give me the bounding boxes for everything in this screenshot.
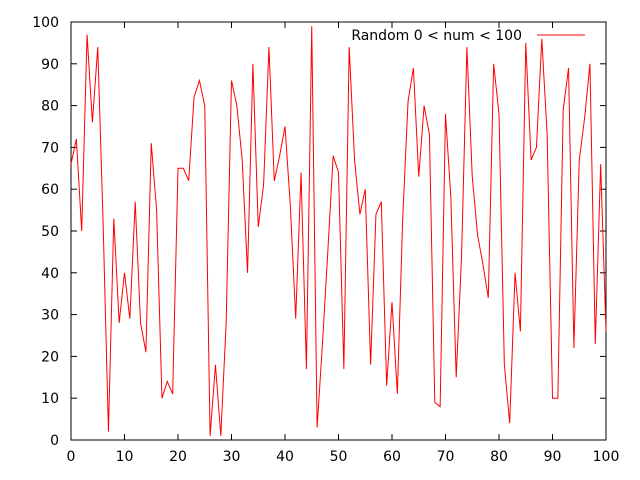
x-tick-label: 30 (223, 449, 241, 465)
y-tick-label: 50 (41, 224, 59, 240)
y-tick-label: 20 (41, 349, 59, 365)
y-tick-label: 70 (41, 140, 59, 156)
legend: Random 0 < num < 100 (351, 28, 585, 44)
plot-area: 0 10 20 30 40 50 60 70 80 90 100 0 10 20 30 40 50 60 70 80… (32, 15, 619, 465)
y-tick-label: 60 (41, 182, 59, 198)
x-tick-label: 70 (437, 449, 455, 465)
y-tick-label: 80 (41, 99, 59, 115)
series-layer (70, 26, 607, 436)
axis-ticks (70, 21, 607, 441)
x-tick-label: 80 (490, 449, 508, 465)
legend-label: Random 0 < num < 100 (351, 28, 522, 44)
x-tick-label: 40 (276, 449, 294, 465)
series-line (70, 26, 607, 436)
x-tick-label: 10 (116, 449, 134, 465)
x-tick-label: 20 (169, 449, 187, 465)
x-axis-tick-labels: 0 10 20 30 40 50 60 70 80 90 100 (67, 449, 620, 465)
y-tick-label: 100 (32, 15, 59, 31)
y-axis-tick-labels: 0 10 20 30 40 50 60 70 80 90 100 (32, 15, 59, 449)
y-tick-label: 90 (41, 57, 59, 73)
x-tick-label: 60 (383, 449, 401, 465)
y-tick-label: 0 (50, 433, 59, 449)
y-tick-label: 40 (41, 266, 59, 282)
x-tick-label: 90 (544, 449, 562, 465)
x-tick-label: 0 (67, 449, 76, 465)
y-tick-label: 30 (41, 308, 59, 324)
plot-frame (70, 21, 607, 441)
x-tick-label: 100 (593, 449, 620, 465)
x-tick-label: 50 (330, 449, 348, 465)
y-tick-label: 10 (41, 391, 59, 407)
